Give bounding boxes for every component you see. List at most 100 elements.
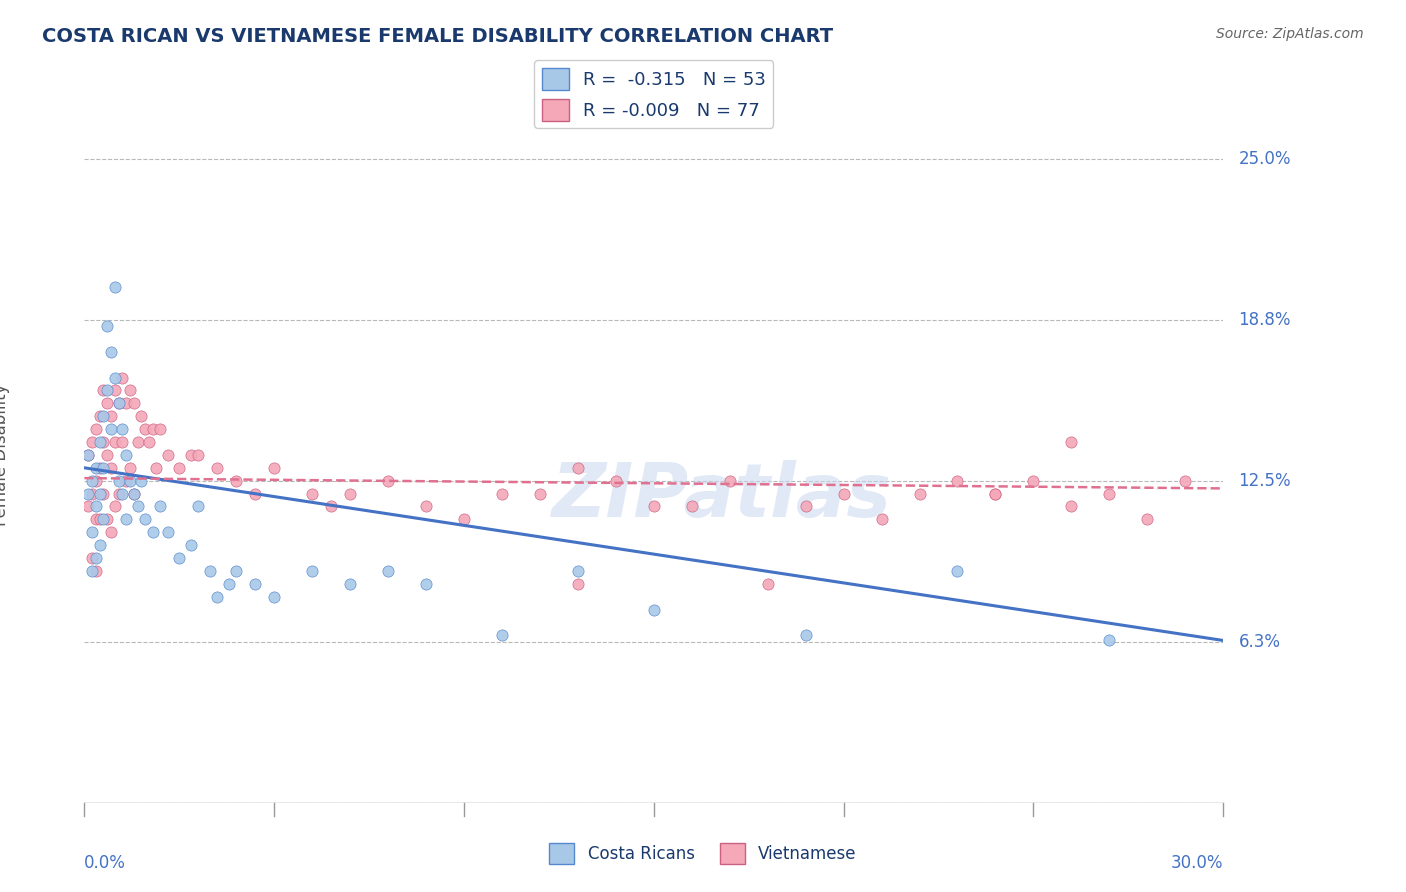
Point xyxy=(415,500,437,514)
Point xyxy=(1060,435,1083,450)
Point xyxy=(96,448,118,462)
Point xyxy=(301,564,323,578)
Point xyxy=(107,396,129,410)
Point xyxy=(100,525,122,540)
Point xyxy=(149,500,172,514)
Point xyxy=(1098,633,1121,648)
Point xyxy=(946,564,969,578)
Point xyxy=(1136,512,1159,526)
Point xyxy=(84,422,107,436)
Point xyxy=(377,474,399,488)
Point xyxy=(491,628,513,642)
Point xyxy=(156,448,179,462)
Point xyxy=(1174,474,1197,488)
Point xyxy=(127,435,149,450)
Legend: Costa Ricans, Vietnamese: Costa Ricans, Vietnamese xyxy=(543,837,863,871)
Point xyxy=(263,460,285,475)
Point xyxy=(984,486,1007,500)
Point xyxy=(131,474,153,488)
Point xyxy=(84,474,107,488)
Point xyxy=(89,538,111,552)
Point xyxy=(96,319,118,334)
Point xyxy=(339,576,361,591)
Point xyxy=(118,384,141,398)
Point xyxy=(93,435,115,450)
Point xyxy=(198,564,221,578)
Point xyxy=(80,474,103,488)
Point xyxy=(80,486,103,500)
Text: 30.0%: 30.0% xyxy=(1171,855,1223,872)
Point xyxy=(107,396,129,410)
Point xyxy=(80,551,103,566)
Point xyxy=(491,486,513,500)
Point xyxy=(77,486,100,500)
Point xyxy=(107,486,129,500)
Point xyxy=(96,384,118,398)
Point xyxy=(77,448,100,462)
Point xyxy=(80,435,103,450)
Point xyxy=(122,396,145,410)
Text: ZIPatlas: ZIPatlas xyxy=(553,460,893,533)
Point xyxy=(218,576,240,591)
Point xyxy=(89,435,111,450)
Point xyxy=(225,474,247,488)
Point xyxy=(134,512,156,526)
Point xyxy=(96,512,118,526)
Point xyxy=(567,576,589,591)
Point xyxy=(149,422,172,436)
Text: Female Disability: Female Disability xyxy=(0,384,10,526)
Point xyxy=(100,460,122,475)
Point xyxy=(77,500,100,514)
Point xyxy=(245,576,267,591)
Point xyxy=(1098,486,1121,500)
Point xyxy=(718,474,741,488)
Point xyxy=(756,576,779,591)
Point xyxy=(96,396,118,410)
Point xyxy=(1060,500,1083,514)
Point xyxy=(111,435,134,450)
Point xyxy=(415,576,437,591)
Point xyxy=(80,564,103,578)
Point xyxy=(169,460,191,475)
Point xyxy=(643,500,665,514)
Point xyxy=(107,474,129,488)
Point xyxy=(984,486,1007,500)
Point xyxy=(263,590,285,604)
Point xyxy=(104,384,127,398)
Point xyxy=(301,486,323,500)
Point xyxy=(567,564,589,578)
Point xyxy=(89,512,111,526)
Point xyxy=(84,500,107,514)
Text: COSTA RICAN VS VIETNAMESE FEMALE DISABILITY CORRELATION CHART: COSTA RICAN VS VIETNAMESE FEMALE DISABIL… xyxy=(42,27,834,45)
Point xyxy=(115,474,138,488)
Point xyxy=(118,460,141,475)
Point xyxy=(567,460,589,475)
Point xyxy=(605,474,627,488)
Point xyxy=(115,448,138,462)
Text: 18.8%: 18.8% xyxy=(1239,310,1291,328)
Text: 0.0%: 0.0% xyxy=(84,855,127,872)
Point xyxy=(127,500,149,514)
Point xyxy=(115,396,138,410)
Point xyxy=(681,500,703,514)
Point xyxy=(134,422,156,436)
Point xyxy=(946,474,969,488)
Point xyxy=(115,512,138,526)
Point xyxy=(339,486,361,500)
Point xyxy=(156,525,179,540)
Point xyxy=(870,512,893,526)
Point xyxy=(111,370,134,384)
Text: 25.0%: 25.0% xyxy=(1239,150,1291,168)
Point xyxy=(377,564,399,578)
Point xyxy=(908,486,931,500)
Point xyxy=(84,512,107,526)
Point xyxy=(145,460,167,475)
Point xyxy=(93,486,115,500)
Point xyxy=(104,435,127,450)
Text: 12.5%: 12.5% xyxy=(1239,472,1291,490)
Text: 6.3%: 6.3% xyxy=(1239,632,1281,651)
Point xyxy=(80,525,103,540)
Point xyxy=(77,448,100,462)
Point xyxy=(89,409,111,424)
Point xyxy=(100,409,122,424)
